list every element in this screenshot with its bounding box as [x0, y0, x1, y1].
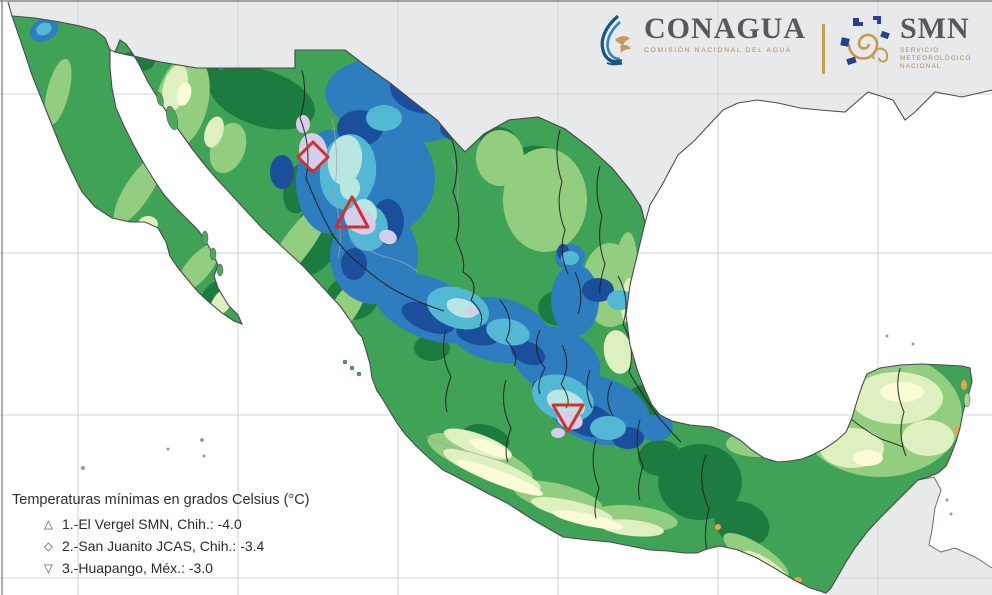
legend-item-label: 1.-El Vergel SMN, Chih.: -4.0	[62, 516, 242, 532]
smn-logo: SMN SERVICIO METEOROLÓGICO NACIONAL	[839, 14, 971, 74]
guatemala-border-line	[917, 476, 992, 569]
conagua-logo: CONAGUA COMISIÓN NACIONAL DEL AGUA	[596, 14, 806, 68]
legend-item-label: 3.-Huapango, Méx.: -3.0	[62, 560, 213, 576]
smn-tagline-line-3: NACIONAL	[900, 63, 942, 70]
smn-tagline-line-1: SERVICIO	[900, 47, 940, 54]
triangle-down-icon: ▽	[44, 563, 53, 575]
triangle-up-icon: △	[44, 519, 53, 531]
station-marker-san-juanito-diamond	[296, 140, 330, 174]
header-brand-bar: CONAGUA COMISIÓN NACIONAL DEL AGUA SMN S…	[596, 14, 971, 74]
islands	[81, 91, 971, 516]
legend-item: ◇ 2.-San Juanito JCAS, Chih.: -3.4	[12, 535, 310, 557]
legend: Temperaturas mínimas en grados Celsius (…	[12, 492, 310, 579]
mexico-coast-outline	[114, 39, 973, 594]
us-land	[8, 0, 992, 223]
legend-item: ▽ 3.-Huapango, Méx.: -3.0	[12, 557, 310, 579]
baja-coast-outline	[11, 15, 244, 325]
smn-tagline-line-2: METEOROLÓGICO	[900, 55, 972, 62]
smn-tagline: SERVICIO METEOROLÓGICO NACIONAL	[900, 47, 971, 71]
smn-logo-icon	[840, 16, 890, 66]
conagua-wordmark: CONAGUA	[644, 12, 806, 45]
temp-pale-yellow-blobs	[176, 82, 924, 530]
legend-title: Temperaturas mínimas en grados Celsius (…	[12, 492, 310, 508]
contour-lines	[331, 117, 511, 465]
station-marker-el-vergel-triangle-up	[334, 195, 370, 229]
legend-item-label: 2.-San Juanito JCAS, Chih.: -3.4	[62, 538, 265, 554]
conagua-logo-icon	[600, 14, 631, 66]
station-marker-huapango-triangle-down	[551, 403, 585, 433]
smn-wordmark: SMN	[900, 12, 970, 45]
legend-item: △ 1.-El Vergel SMN, Chih.: -4.0	[12, 513, 310, 535]
conagua-tagline: COMISIÓN NACIONAL DEL AGUA	[644, 47, 792, 54]
guatemala-belize-land	[820, 477, 992, 595]
diamond-icon: ◇	[44, 541, 53, 553]
logo-divider	[822, 24, 825, 74]
temp-lavender-blobs	[296, 115, 583, 438]
